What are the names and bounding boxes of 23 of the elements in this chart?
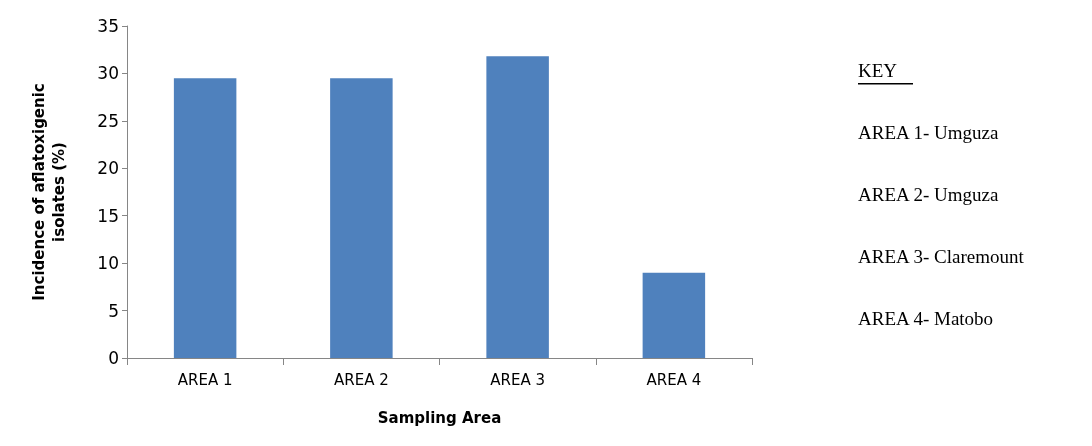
y-axis-title: Incidence of aflatoxigenic isolates (%) bbox=[30, 83, 68, 301]
y-tick-label: 15 bbox=[97, 205, 119, 226]
text: AREA 1- Umguza bbox=[858, 122, 999, 143]
bar bbox=[173, 78, 237, 358]
y-tick-label: 20 bbox=[97, 158, 119, 179]
bar bbox=[486, 56, 549, 358]
y-tick-label: 35 bbox=[97, 16, 119, 36]
x-axis-title: Sampling Area bbox=[377, 408, 502, 427]
text: AREA 4- Matobo bbox=[858, 308, 994, 329]
y-tick-label: 5 bbox=[108, 300, 119, 321]
x-tick-label: AREA 3 bbox=[490, 370, 545, 389]
text: AREA 3- Claremount bbox=[858, 246, 1025, 267]
y-tick-label: 10 bbox=[97, 253, 119, 274]
bar bbox=[330, 78, 393, 358]
y-tick-label: 30 bbox=[97, 63, 119, 84]
y-tick-label: 25 bbox=[97, 110, 119, 131]
bar bbox=[642, 272, 706, 358]
text: KEY bbox=[858, 60, 898, 81]
x-tick-label: AREA 1 bbox=[177, 370, 233, 389]
y-tick-label: 0 bbox=[108, 348, 119, 368]
x-tick-label: AREA 4 bbox=[646, 370, 702, 389]
x-tick-label: AREA 2 bbox=[334, 370, 389, 389]
text: AREA 2- Umguza bbox=[858, 184, 999, 205]
